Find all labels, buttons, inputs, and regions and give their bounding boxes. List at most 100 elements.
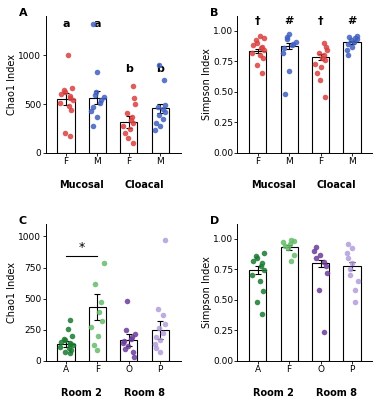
- Point: [319, 55, 325, 61]
- Point: [314, 70, 320, 77]
- Point: [291, 238, 297, 244]
- Point: [154, 119, 160, 126]
- Point: [322, 93, 328, 100]
- Point: [130, 83, 136, 90]
- Point: [261, 47, 268, 53]
- Point: [66, 103, 72, 109]
- Bar: [249, 51, 266, 153]
- Text: Mucosal: Mucosal: [251, 180, 296, 190]
- Point: [157, 348, 163, 355]
- Point: [249, 49, 255, 56]
- Point: [258, 262, 264, 269]
- Point: [89, 324, 95, 330]
- Point: [130, 119, 136, 126]
- Point: [259, 260, 265, 266]
- Point: [345, 255, 351, 261]
- Point: [61, 87, 67, 93]
- Point: [348, 260, 355, 266]
- Point: [352, 35, 358, 41]
- Point: [282, 243, 288, 249]
- Point: [313, 244, 319, 251]
- Point: [92, 281, 98, 287]
- Point: [68, 346, 74, 353]
- Y-axis label: Chao1 Index: Chao1 Index: [7, 262, 17, 323]
- Point: [121, 338, 127, 344]
- Point: [280, 49, 286, 56]
- Point: [152, 127, 158, 134]
- Point: [61, 335, 67, 342]
- Point: [157, 337, 163, 344]
- Text: B: B: [211, 8, 219, 18]
- Point: [94, 113, 100, 120]
- Point: [153, 344, 159, 351]
- Point: [119, 340, 125, 346]
- Point: [155, 306, 161, 312]
- Point: [260, 288, 266, 294]
- Point: [67, 317, 73, 323]
- Point: [66, 341, 73, 347]
- Text: Mucosal: Mucosal: [59, 180, 104, 190]
- Point: [347, 266, 353, 272]
- Bar: [89, 308, 106, 361]
- Point: [66, 345, 72, 352]
- Point: [94, 69, 100, 75]
- Point: [281, 45, 287, 51]
- Point: [250, 257, 256, 264]
- Point: [96, 309, 102, 316]
- Point: [261, 250, 267, 257]
- Point: [348, 43, 355, 50]
- Point: [128, 116, 134, 123]
- Y-axis label: Simpson Index: Simpson Index: [202, 257, 212, 328]
- Point: [345, 240, 351, 247]
- Point: [284, 36, 290, 43]
- Bar: [344, 266, 361, 361]
- Point: [70, 342, 76, 348]
- Text: b: b: [156, 64, 164, 74]
- Point: [347, 272, 353, 279]
- Bar: [280, 46, 298, 153]
- Text: a: a: [62, 19, 70, 29]
- Point: [260, 55, 266, 61]
- Point: [90, 122, 96, 129]
- Point: [317, 251, 323, 258]
- Point: [321, 40, 328, 46]
- Point: [254, 40, 260, 46]
- Point: [67, 340, 73, 346]
- Point: [66, 95, 73, 101]
- Point: [65, 325, 71, 332]
- Bar: [312, 263, 329, 361]
- Point: [291, 251, 297, 258]
- Point: [311, 248, 317, 254]
- Point: [286, 31, 292, 38]
- Point: [157, 123, 163, 130]
- Point: [348, 245, 355, 252]
- Point: [285, 245, 291, 252]
- Text: *: *: [79, 241, 85, 254]
- Point: [124, 327, 130, 334]
- Point: [65, 52, 71, 59]
- Point: [90, 342, 97, 348]
- Bar: [57, 344, 74, 361]
- Bar: [344, 43, 361, 153]
- Point: [129, 113, 135, 120]
- Point: [156, 62, 162, 68]
- Bar: [249, 270, 266, 361]
- Point: [129, 334, 135, 340]
- Text: Room 8: Room 8: [124, 388, 165, 398]
- Point: [261, 35, 267, 41]
- Text: †: †: [318, 16, 323, 26]
- Point: [98, 299, 104, 306]
- Point: [152, 341, 158, 347]
- Point: [344, 47, 350, 53]
- Point: [324, 270, 330, 276]
- Text: a: a: [93, 19, 101, 29]
- Point: [286, 68, 292, 74]
- Point: [346, 34, 352, 40]
- Point: [254, 255, 260, 261]
- Bar: [120, 122, 138, 153]
- Point: [101, 259, 107, 266]
- Point: [315, 287, 321, 293]
- Point: [99, 318, 105, 324]
- Point: [58, 338, 64, 345]
- Point: [253, 253, 259, 259]
